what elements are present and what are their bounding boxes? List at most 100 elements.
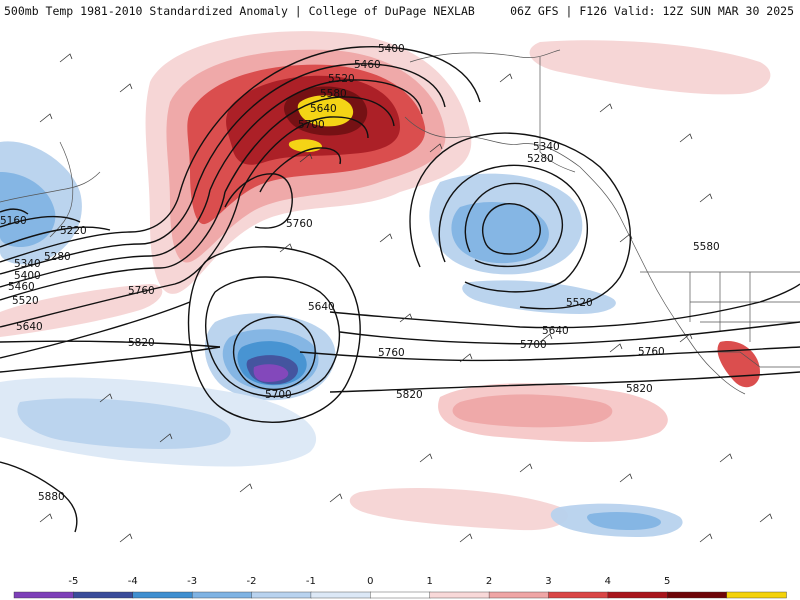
contour-5220-west	[0, 215, 81, 228]
contour-5700	[259, 147, 342, 193]
coastline-west-us	[649, 276, 746, 395]
wind-barb	[519, 463, 533, 473]
colorbar-segment	[667, 591, 728, 599]
colorbar-segment	[488, 591, 550, 599]
contour-5640-west	[0, 193, 241, 328]
wind-barb	[39, 113, 53, 123]
contour-5760-north	[224, 173, 293, 229]
coastline-siberia	[0, 171, 101, 203]
contour-labels: 5400 5460 5520 5580 5640 5700 5760 5340 …	[0, 43, 720, 503]
anomaly-fill-minus2-se	[587, 512, 661, 530]
border-us-mexico	[700, 351, 800, 368]
contour-label: 5640	[16, 321, 43, 333]
contour-label: 5760	[638, 346, 665, 358]
contour-label: 5520	[566, 297, 593, 309]
contour-label: 5400	[378, 43, 405, 55]
contour-label: 5400	[14, 270, 41, 282]
colorbar-segment	[370, 591, 431, 599]
contour-label: 5880	[38, 491, 65, 503]
contour-5460	[194, 63, 446, 193]
colorbar-tick-label: 2	[486, 576, 492, 587]
contour-label: 5160	[0, 215, 27, 227]
contour-label: 5640	[542, 325, 569, 337]
contour-label: 5580	[693, 241, 720, 253]
contour-label: 5580	[320, 88, 347, 100]
contour-label: 5700	[298, 119, 325, 131]
colorbar-tick-label: 0	[367, 576, 373, 587]
wind-barb	[679, 333, 693, 343]
contour-label: 5340	[14, 258, 41, 270]
wind-barb	[539, 333, 553, 343]
contour-label: 5760	[378, 347, 405, 359]
colorbar-tick-label: -3	[187, 576, 197, 587]
contour-5460-west	[0, 189, 211, 288]
colorbar-segment	[73, 591, 134, 599]
colorbar-tick-label: 1	[427, 576, 433, 587]
wind-barb	[679, 133, 693, 143]
contour-5220-gulf	[482, 203, 541, 255]
contour-5880-south	[0, 461, 78, 533]
wind-barb	[699, 533, 713, 543]
colorbar-tick-label: -4	[128, 576, 138, 587]
wind-barb	[119, 83, 133, 93]
wind-barb	[429, 143, 443, 153]
contour-5760-low	[187, 246, 361, 423]
colorbar-segment	[132, 591, 193, 599]
contour-label: 5700	[520, 339, 547, 351]
title-bar: 500mb Temp 1981-2010 Standardized Anomal…	[0, 0, 800, 22]
colorbar-segment	[429, 591, 490, 599]
contour-label: 5520	[328, 73, 355, 85]
contour-5820-long	[0, 340, 800, 393]
colorbar-segment	[607, 591, 668, 599]
contour-5280-gulf	[464, 182, 563, 268]
anomaly-fill-minus2-sw	[17, 398, 231, 449]
contour-label: 5520	[12, 295, 39, 307]
cold-anomaly-shading	[0, 141, 683, 537]
wind-barb	[499, 73, 513, 83]
wind-barb	[39, 513, 53, 523]
contour-label: 5220	[60, 225, 87, 237]
wind-barb	[459, 533, 473, 543]
contour-5640-long	[329, 283, 800, 329]
coastline-alaska	[404, 116, 651, 278]
wind-barb	[699, 193, 713, 203]
anomaly-fill-minus2-gulf	[451, 202, 549, 264]
wind-barbs	[39, 53, 773, 543]
anomaly-fill-east-2	[452, 394, 613, 428]
colorbar-segment	[548, 591, 609, 599]
anomaly-map: 5400 5460 5520 5580 5640 5700 5760 5340 …	[0, 22, 800, 572]
coastline-kamchatka	[49, 141, 74, 238]
anomaly-fill-minus5-low	[253, 364, 289, 382]
colorbar-tick-label: 4	[605, 576, 611, 587]
contour-5700-long	[339, 321, 800, 345]
contour-label: 5340	[533, 141, 560, 153]
contour-label: 5760	[286, 218, 313, 230]
contour-5400-west	[0, 191, 196, 275]
contour-label: 5820	[128, 337, 155, 349]
wind-barb	[379, 233, 393, 243]
contour-label: 5280	[527, 153, 554, 165]
colorbar-tick-label: -1	[306, 576, 316, 587]
contour-5760-long	[299, 346, 800, 362]
wind-barb	[619, 233, 633, 243]
contour-label: 5640	[310, 103, 337, 115]
colorbar-segment	[310, 591, 372, 599]
colorbar-tick-label: 3	[545, 576, 551, 587]
contour-5640-low	[204, 276, 341, 398]
colorbar-tick-label: -5	[68, 576, 78, 587]
contour-label: 5640	[308, 301, 335, 313]
contour-5400	[179, 46, 481, 193]
contour-5340-west	[0, 191, 181, 263]
contour-label: 5760	[128, 285, 155, 297]
border-alaska-canada	[539, 57, 576, 173]
model-run-info: 06Z GFS | F126 Valid: 12Z SUN MAR 30 202…	[510, 4, 794, 18]
contour-label: 5700	[265, 389, 292, 401]
wind-barb	[329, 493, 343, 503]
contour-5160-west	[0, 208, 29, 215]
contour-label: 5460	[354, 59, 381, 71]
wind-barb	[299, 153, 313, 163]
contour-label: 5460	[8, 281, 35, 293]
contour-5520-west	[0, 191, 226, 301]
colorbar-segment	[13, 591, 75, 599]
colorbar-legend: -5 -4 -3 -2 -1 0 1 2 3 4 5	[0, 572, 800, 600]
